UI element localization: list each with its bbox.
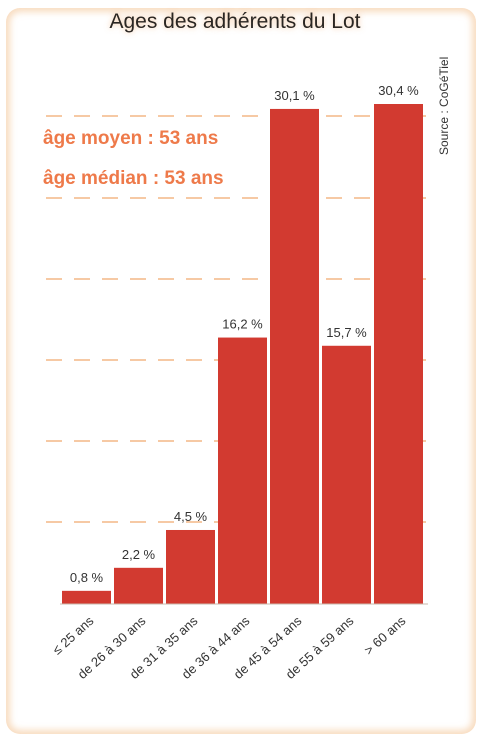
bar-2 (166, 529, 215, 604)
x-tick-label-6: > 60 ans (361, 613, 409, 658)
bar-4 (270, 108, 319, 605)
bar-0 (62, 590, 111, 604)
data-label-4: 30,1 % (274, 88, 315, 103)
data-label-5: 15,7 % (326, 325, 367, 340)
data-label-1: 2,2 % (122, 547, 156, 562)
bar-5 (322, 345, 371, 604)
data-label-0: 0,8 % (70, 570, 104, 585)
median-age-label: âge médian : 53 ans (43, 168, 224, 189)
data-label-6: 30,4 % (378, 83, 419, 98)
chart-title: Ages des adhérents du Lot (109, 10, 361, 33)
data-label-2: 4,5 % (174, 509, 208, 524)
bar-3 (218, 337, 267, 604)
x-tick-label-0: ≤ 25 ans (49, 613, 96, 658)
mean-age-label: âge moyen : 53 ans (43, 128, 219, 149)
bar-1 (114, 567, 163, 604)
data-label-3: 16,2 % (222, 317, 263, 332)
bar-6 (374, 104, 423, 604)
